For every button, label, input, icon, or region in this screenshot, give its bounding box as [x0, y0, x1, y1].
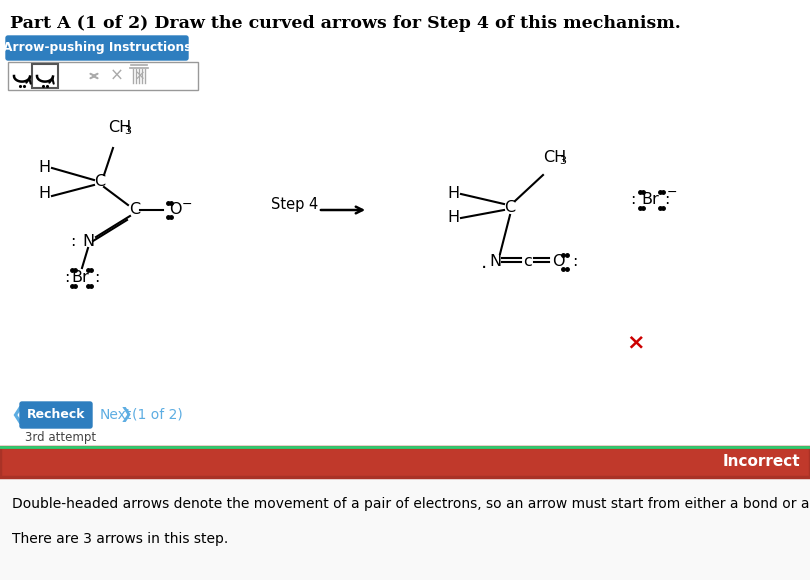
FancyBboxPatch shape [8, 62, 198, 90]
Text: Arrow-pushing Instructions: Arrow-pushing Instructions [2, 42, 191, 55]
FancyBboxPatch shape [32, 64, 58, 88]
Text: ×: × [110, 67, 124, 85]
Text: Incorrect: Incorrect [723, 455, 800, 469]
Text: H: H [38, 187, 50, 201]
Text: N: N [489, 255, 501, 270]
Text: 3: 3 [124, 126, 131, 136]
Text: :: : [94, 270, 100, 285]
Text: O: O [168, 202, 181, 218]
Text: :: : [70, 234, 76, 249]
Text: ✕: ✕ [134, 70, 145, 82]
Text: ❮: ❮ [10, 406, 25, 424]
Text: ×: × [627, 332, 646, 352]
Text: Step 4: Step 4 [271, 198, 318, 212]
Text: 3rd attempt: 3rd attempt [25, 431, 96, 444]
Text: H: H [447, 186, 459, 201]
FancyBboxPatch shape [0, 447, 810, 477]
Text: H: H [38, 161, 50, 176]
Text: O: O [552, 255, 565, 270]
Text: :: : [65, 270, 70, 285]
Text: CH: CH [108, 121, 131, 136]
FancyBboxPatch shape [20, 402, 92, 428]
Text: 3: 3 [559, 156, 566, 166]
FancyBboxPatch shape [6, 36, 188, 60]
Text: CH: CH [543, 150, 566, 165]
FancyBboxPatch shape [0, 477, 810, 580]
Text: Double-headed arrows denote the movement of a pair of electrons, so an arrow mus: Double-headed arrows denote the movement… [12, 497, 810, 511]
Text: C: C [130, 202, 141, 218]
Text: Part A (1 of 2) Draw the curved arrows for Step 4 of this mechanism.: Part A (1 of 2) Draw the curved arrows f… [10, 15, 680, 32]
Text: −: − [182, 198, 193, 211]
Text: :: : [664, 193, 669, 208]
Text: ❯: ❯ [120, 408, 133, 422]
Text: C: C [505, 201, 515, 216]
Text: There are 3 arrows in this step.: There are 3 arrows in this step. [12, 532, 228, 546]
Text: Br: Br [71, 270, 89, 285]
Text: N: N [82, 234, 94, 249]
Text: :: : [631, 193, 636, 208]
Text: C: C [95, 175, 105, 190]
Text: Next: Next [100, 408, 132, 422]
Text: :: : [572, 255, 578, 270]
Text: H: H [447, 211, 459, 226]
Text: Br: Br [642, 193, 659, 208]
Text: c: c [523, 255, 532, 270]
Text: −: − [667, 186, 677, 198]
Text: .: . [481, 252, 487, 271]
Text: Recheck: Recheck [27, 408, 85, 422]
Text: (1 of 2): (1 of 2) [132, 408, 183, 422]
